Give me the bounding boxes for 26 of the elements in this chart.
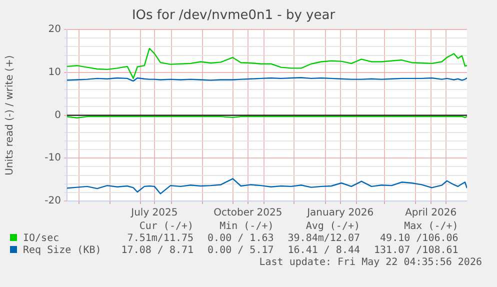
text: Min (-/+) [218,221,274,233]
legend-label: Req Size (KB) [22,245,102,257]
text: Max (-/+) [403,221,458,233]
chart-title: IOs for /dev/nvme0n1 - by year [132,8,336,24]
text: 0.00 / 5.17 [206,245,274,257]
text: Avg (-/+) [304,221,360,233]
y-tick-label: -10 [44,152,61,164]
y-tick-label: 20 [48,24,61,36]
y-tick-label: 0 [54,110,61,121]
text: 17.08 / 8.71 [120,245,194,257]
y-tick-label: 10 [48,67,61,78]
text: Cur (-/+) [138,221,194,233]
legend-label: IO/sec [22,233,60,245]
x-tick-label: January 2026 [306,208,374,219]
x-tick-label: July 2025 [130,208,178,219]
text: 7.51m/11.75 [126,233,194,245]
text: 131.07 /108.61 [373,245,458,257]
y-axis-title: Units read (-) / write (+) [4,55,16,176]
x-tick-label: October 2025 [214,208,282,219]
x-tick-label: April 2026 [405,208,457,219]
text: 0.00 / 1.63 [206,233,274,245]
text: Last update: Fri May 22 04:35:56 2026 [259,257,482,268]
text: 16.41 / 8.44 [286,245,360,257]
text: 49.10 /106.06 [379,233,458,245]
y-tick-label: -20 [44,196,61,207]
text: 39.84m/12.07 [286,233,360,245]
